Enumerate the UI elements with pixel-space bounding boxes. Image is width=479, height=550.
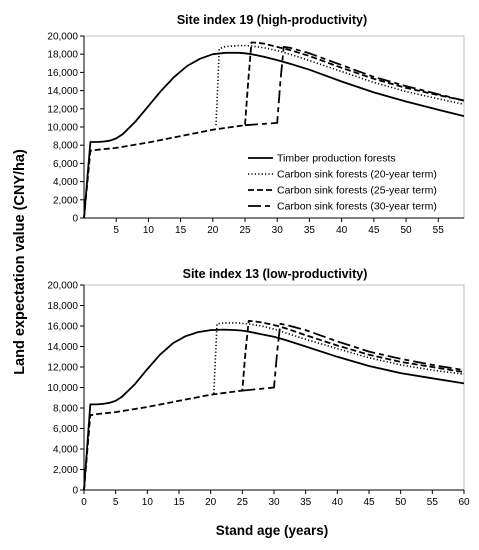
y-tick-label: 14,000: [47, 86, 78, 97]
chart-panel-site-index-13: Site index 13 (low-productivity) 0 2,000 4…: [47, 267, 470, 508]
x-tick-label: 35: [300, 497, 312, 508]
x-tick-label: 30: [268, 497, 280, 508]
x-axis-label: Stand age (years): [216, 523, 329, 538]
y-tick-label: 12,000: [47, 104, 78, 115]
x-tick-label: 45: [368, 225, 380, 236]
y-tick-label: 16,000: [47, 68, 78, 79]
y-tick-label: 0: [72, 214, 78, 225]
x-tick-label: 35: [304, 225, 316, 236]
legend: Timber production forests Carbon sink fo…: [248, 153, 437, 213]
legend-item: Carbon sink forests (25-year term): [248, 185, 437, 197]
x-tick-label: 20: [207, 225, 219, 236]
panel-title: Site index 19 (high-productivity): [177, 13, 367, 27]
series-line-carbon-sink-20yr: [215, 44, 465, 126]
y-tick-label: 6,000: [53, 424, 78, 435]
x-tick-label: 25: [237, 497, 249, 508]
y-tick-label: 10,000: [47, 383, 78, 394]
x-tick-label: 5: [113, 225, 119, 236]
x-tick-label: 55: [427, 497, 439, 508]
x-tick-label: 45: [363, 497, 375, 508]
y-tick-label: 14,000: [47, 342, 78, 353]
y-tick-label: 18,000: [47, 301, 78, 312]
x-tick-label: 50: [400, 225, 412, 236]
y-tick-label: 20,000: [47, 32, 78, 43]
legend-item: Timber production forests: [248, 153, 396, 165]
series-line-timber-production: [83, 51, 465, 219]
legend-label: Carbon sink forests (20-year term): [277, 169, 437, 181]
series-line-carbon-sink-25yr: [83, 41, 465, 219]
series-line-carbon-sink-30yr: [244, 46, 465, 127]
x-tick-label: 40: [332, 497, 344, 508]
panel-title: Site index 13 (low-productivity): [183, 267, 368, 281]
legend-item: Carbon sink forests (30-year term): [248, 201, 437, 213]
y-tick-label: 8,000: [53, 141, 78, 152]
y-axis-label: Land expectation value (CNY/ha): [12, 149, 28, 375]
series-line-carbon-sink-30yr: [242, 323, 465, 392]
x-tick-label: 0: [81, 497, 87, 508]
x-tick-label: 50: [395, 497, 407, 508]
x-tick-label: 10: [142, 497, 154, 508]
y-tick-label: 0: [72, 486, 78, 497]
x-tick-label: 15: [173, 497, 185, 508]
x-tick-label: 15: [175, 225, 187, 236]
y-tick-label: 6,000: [53, 159, 78, 170]
series-line-timber-production: [83, 328, 465, 491]
y-tick-label: 10,000: [47, 123, 78, 134]
legend-label: Timber production forests: [277, 153, 396, 165]
y-tick-label: 4,000: [53, 177, 78, 188]
y-tick-label: 2,000: [53, 195, 78, 206]
y-tick-label: 2,000: [53, 465, 78, 476]
x-tick-label: 5: [113, 497, 119, 508]
y-tick-label: 16,000: [47, 322, 78, 333]
legend-label: Carbon sink forests (25-year term): [277, 185, 437, 197]
y-tick-label: 12,000: [47, 363, 78, 374]
y-tick-label: 4,000: [53, 445, 78, 456]
chart-panel-site-index-19: Site index 19 (high-productivity) 0 2,000…: [47, 13, 465, 236]
legend-label: Carbon sink forests (30-year term): [277, 201, 437, 213]
series-line-carbon-sink-25yr: [83, 320, 465, 491]
x-tick-label: 55: [433, 225, 445, 236]
x-tick-label: 20: [205, 497, 217, 508]
x-tick-label: 40: [336, 225, 348, 236]
x-tick-label: 10: [143, 225, 155, 236]
legend-item: Carbon sink forests (20-year term): [248, 169, 437, 181]
x-tick-label: 25: [239, 225, 251, 236]
y-tick-label: 18,000: [47, 50, 78, 61]
series-line-carbon-sink-20yr: [213, 322, 465, 394]
y-tick-label: 20,000: [47, 281, 78, 292]
x-tick-label: 60: [458, 497, 470, 508]
x-tick-label: 30: [272, 225, 284, 236]
y-tick-label: 8,000: [53, 404, 78, 415]
